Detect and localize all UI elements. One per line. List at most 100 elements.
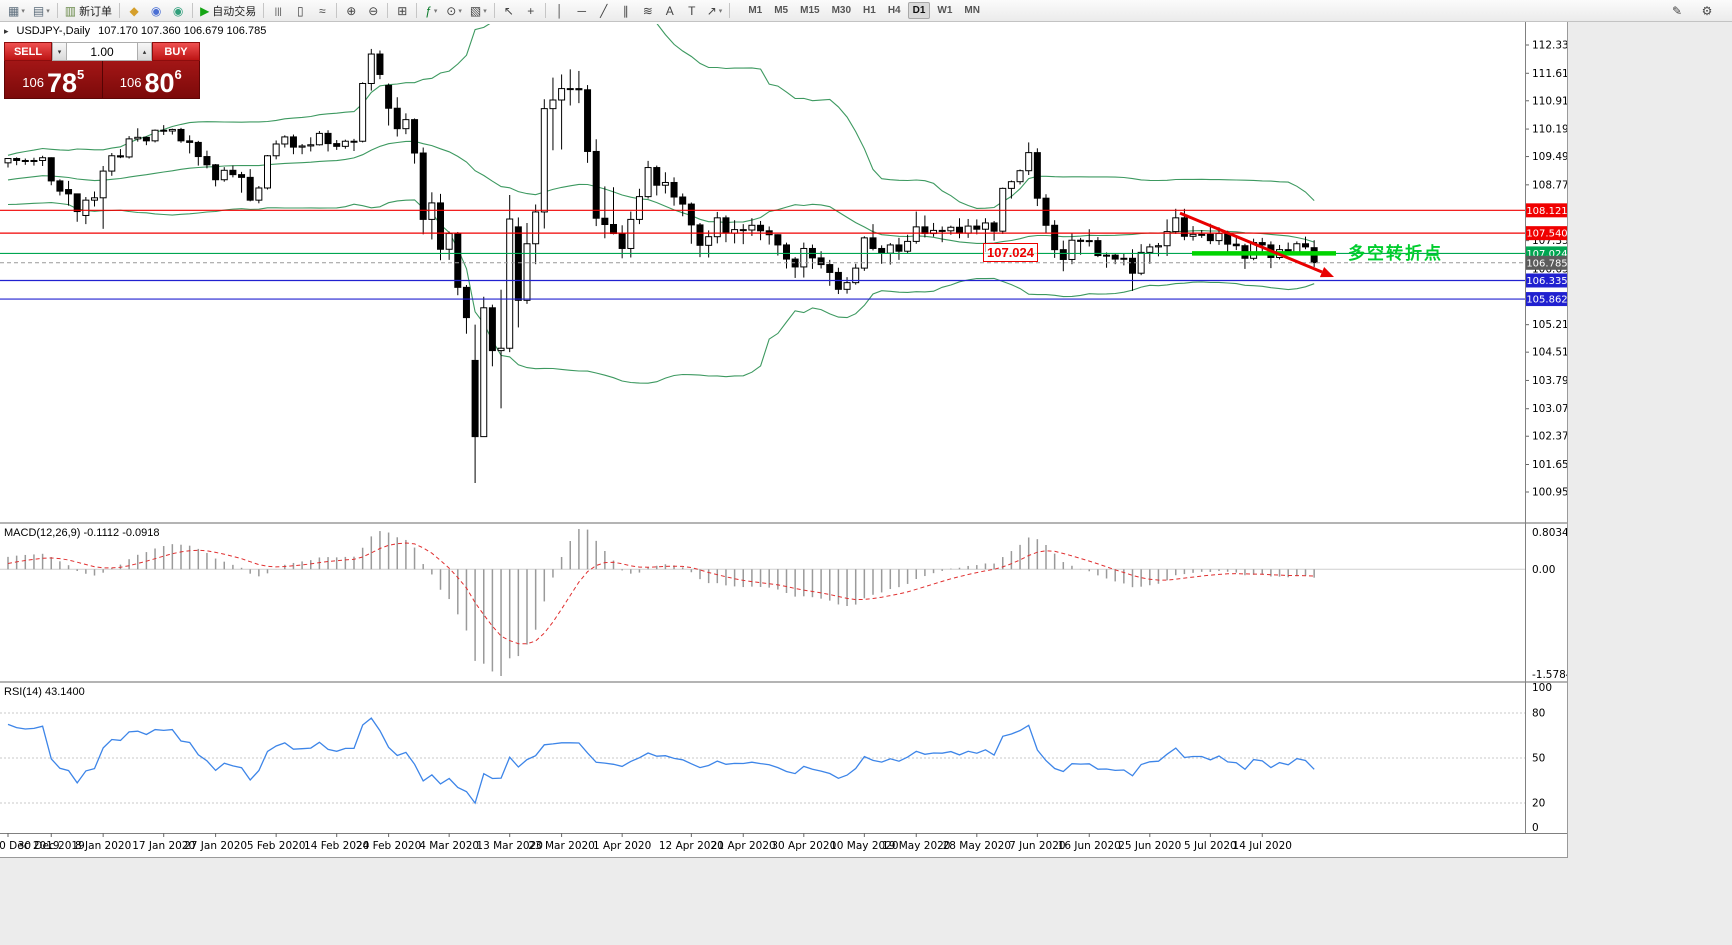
timeframe-m5-button[interactable]: M5	[774, 5, 789, 16]
label-button[interactable]: T	[681, 2, 703, 20]
pencil-icon: ✎	[1671, 3, 1683, 18]
templates-button[interactable]: ▧ ▾	[466, 2, 491, 20]
arrows-button[interactable]: ↗ ▾	[703, 2, 727, 20]
svg-text:108.121: 108.121	[1526, 206, 1567, 217]
new-chart-icon: ▦	[8, 3, 20, 18]
svg-text:50: 50	[1532, 753, 1545, 765]
terminal-icon[interactable]: ◉	[145, 2, 167, 20]
price-annotation-box[interactable]: 107.024	[983, 243, 1038, 263]
zoom-out-button[interactable]: ⊖	[362, 2, 384, 20]
text-icon: A	[665, 3, 674, 18]
fibonacci-button[interactable]: ≋	[637, 2, 659, 20]
toolbar-separator	[336, 3, 338, 18]
buy-price-sup: 6	[174, 67, 182, 82]
volume-increase-button[interactable]: ▴	[137, 42, 152, 61]
sell-price-prefix: 106	[22, 75, 44, 90]
vertical-line-button[interactable]: │	[549, 2, 571, 20]
text-button[interactable]: A	[659, 2, 681, 20]
svg-text:1 Apr 2020: 1 Apr 2020	[593, 840, 651, 852]
svg-text:110.910: 110.910	[1532, 95, 1568, 107]
timeframe-mn-button[interactable]: MN	[964, 5, 980, 16]
macd-indicator-label: MACD(12,26,9) -0.1112 -0.0918	[4, 527, 160, 539]
channel-button[interactable]: ∥	[615, 2, 637, 20]
zoom-in-button[interactable]: ⊕	[340, 2, 362, 20]
bar-chart-icon: |||	[274, 5, 282, 16]
cursor-button[interactable]: ↖	[498, 2, 520, 20]
chart-ohlc-values: 107.170 107.360 106.679 106.785	[98, 25, 267, 37]
toolbar-separator	[263, 3, 265, 18]
svg-text:19 May 2020: 19 May 2020	[882, 840, 950, 852]
timeframe-m1-button[interactable]: M1	[748, 5, 763, 16]
horizontal-line-objects	[0, 209, 1525, 300]
svg-text:4 Mar 2020: 4 Mar 2020	[419, 840, 479, 852]
svg-text:109.490: 109.490	[1532, 151, 1568, 163]
buy-button[interactable]: BUY	[152, 42, 200, 61]
bollinger-bands	[7, 24, 1315, 384]
rsi-axis: 100 80 50 20 0	[1532, 682, 1552, 834]
sell-button[interactable]: SELL	[4, 42, 52, 61]
mql-diamond-icon[interactable]: ◆	[123, 2, 145, 20]
timeframe-m30-button[interactable]: M30	[831, 5, 852, 16]
svg-text:100.950: 100.950	[1532, 487, 1568, 499]
navigator-icon: ◉	[172, 3, 184, 18]
dropdown-arrow-icon: ▾	[483, 7, 487, 15]
timeframe-w1-button[interactable]: W1	[937, 5, 953, 16]
bar-chart-icon[interactable]: |||	[267, 2, 289, 20]
svg-text:106.785: 106.785	[1526, 258, 1567, 269]
sell-price[interactable]: 106 78 5	[5, 61, 103, 98]
chart-canvas[interactable]: 112.330 111.610 110.910 110.190 109.490 108.7…	[0, 22, 1568, 858]
dropdown-arrow-icon: ▾	[21, 7, 25, 15]
svg-text:100: 100	[1532, 682, 1552, 694]
turning-point-label[interactable]: 多空转折点	[1348, 244, 1443, 264]
dropdown-arrow-icon: ▾	[718, 7, 723, 15]
edit-tool-button[interactable]: ✎	[1666, 2, 1688, 20]
toolbar-separator	[544, 3, 546, 18]
navigator-icon[interactable]: ◉	[167, 2, 189, 20]
chart-window: 112.330 111.610 110.910 110.190 109.490 108.7…	[0, 22, 1568, 858]
auto-trading-button[interactable]: ▶ 自动交易	[196, 2, 260, 20]
svg-text:14 Jul 2020: 14 Jul 2020	[1233, 840, 1292, 852]
candlestick-chart-icon[interactable]: ▯	[289, 2, 311, 20]
new-chart-button[interactable]: ▦ ▾	[4, 2, 29, 20]
new-order-button[interactable]: ▥ 新订单	[61, 2, 116, 20]
svg-text:105.862: 105.862	[1526, 295, 1567, 306]
buy-price[interactable]: 106 80 6	[102, 61, 199, 98]
line-chart-icon[interactable]: ≈	[311, 2, 333, 20]
dropdown-arrow-icon: ▾	[433, 7, 438, 15]
indicators-button[interactable]: ƒ ▾	[420, 2, 442, 20]
new-order-icon: ▥	[64, 3, 77, 18]
svg-text:0.00: 0.00	[1532, 564, 1555, 576]
timeframe-m15-button[interactable]: M15	[800, 5, 820, 16]
volume-decrease-button[interactable]: ▾	[52, 42, 67, 61]
panel-separators	[0, 22, 1567, 834]
horizontal-line-button[interactable]: ─	[571, 2, 593, 20]
svg-text:103.070: 103.070	[1532, 403, 1568, 415]
periods-button[interactable]: ⊙ ▾	[442, 2, 466, 20]
tile-windows-button[interactable]: ⊞	[391, 2, 413, 20]
price-tags: 108.121 107.540 107.024 106.335 105.862 106.7…	[1526, 203, 1567, 307]
candlestick-chart-icon: ▯	[296, 3, 304, 18]
svg-text:28 May 2020: 28 May 2020	[943, 840, 1011, 852]
volume-input[interactable]	[67, 42, 137, 61]
profiles-button[interactable]: ▤ ▾	[29, 2, 54, 20]
clock-icon: ⊙	[446, 3, 457, 18]
svg-text:7 Jun 2020: 7 Jun 2020	[1009, 840, 1065, 852]
zoom-in-icon: ⊕	[346, 3, 357, 18]
svg-text:30 Dec 2019: 30 Dec 2019	[18, 840, 85, 852]
svg-text:20: 20	[1532, 798, 1545, 810]
toolbar-separator	[493, 3, 495, 18]
settings-button[interactable]: ⚙	[1696, 2, 1718, 20]
svg-text:21 Apr 2020: 21 Apr 2020	[711, 840, 776, 852]
macd-axis: 0.8034 0.00 -1.5784	[1532, 527, 1567, 681]
crosshair-button[interactable]: +	[520, 2, 542, 20]
timeframe-d1-button[interactable]: D1	[907, 2, 931, 19]
svg-text:8 Jan 2020: 8 Jan 2020	[75, 840, 131, 852]
timeframe-h4-button[interactable]: H4	[887, 5, 901, 16]
toolbar-separator	[387, 3, 389, 18]
trendline-button[interactable]: ╱	[593, 2, 615, 20]
timeframe-h1-button[interactable]: H1	[863, 5, 876, 16]
trendline-icon: ╱	[600, 3, 608, 18]
svg-text:17 Jan 2020: 17 Jan 2020	[132, 840, 195, 852]
channel-icon: ∥	[622, 3, 629, 18]
sell-price-sup: 5	[77, 67, 85, 82]
